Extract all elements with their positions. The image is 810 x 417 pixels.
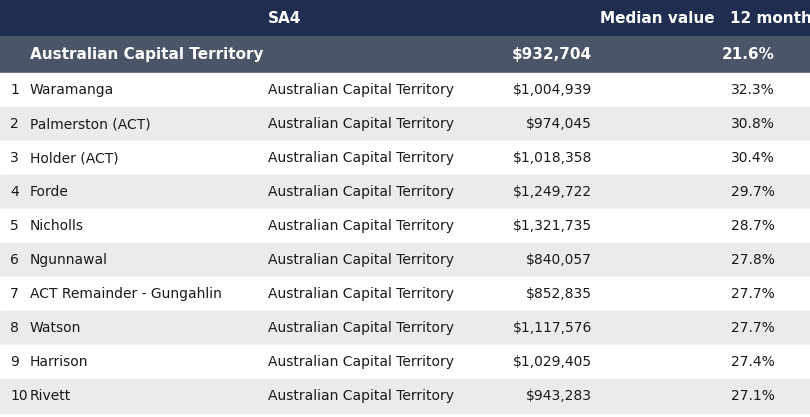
Text: 2: 2 — [10, 117, 19, 131]
Text: 30.8%: 30.8% — [731, 117, 775, 131]
Text: Nicholls: Nicholls — [30, 219, 84, 233]
Text: $943,283: $943,283 — [526, 389, 592, 403]
Text: Rivett: Rivett — [30, 389, 71, 403]
Text: Australian Capital Territory: Australian Capital Territory — [30, 47, 263, 62]
Bar — [0, 141, 810, 175]
Text: Forde: Forde — [30, 185, 69, 199]
Text: Australian Capital Territory: Australian Capital Territory — [268, 253, 454, 267]
Text: 21.6%: 21.6% — [723, 47, 775, 62]
Text: 10: 10 — [10, 389, 28, 403]
Text: $1,117,576: $1,117,576 — [513, 321, 592, 335]
Text: $840,057: $840,057 — [526, 253, 592, 267]
Text: 27.1%: 27.1% — [731, 389, 775, 403]
Text: Australian Capital Territory: Australian Capital Territory — [268, 117, 454, 131]
Text: Australian Capital Territory: Australian Capital Territory — [268, 151, 454, 165]
Bar — [0, 209, 810, 243]
Text: 9: 9 — [10, 355, 19, 369]
Text: ACT Remainder - Gungahlin: ACT Remainder - Gungahlin — [30, 287, 222, 301]
Text: 27.4%: 27.4% — [731, 355, 775, 369]
Text: Australian Capital Territory: Australian Capital Territory — [268, 321, 454, 335]
Text: Australian Capital Territory: Australian Capital Territory — [268, 389, 454, 403]
Text: Waramanga: Waramanga — [30, 83, 114, 97]
Text: Australian Capital Territory: Australian Capital Territory — [268, 219, 454, 233]
Text: 27.8%: 27.8% — [731, 253, 775, 267]
Bar — [0, 73, 810, 107]
Text: SA4: SA4 — [268, 10, 301, 25]
Bar — [0, 379, 810, 413]
Text: $932,704: $932,704 — [512, 47, 592, 62]
Text: 1: 1 — [10, 83, 19, 97]
Text: Palmerston (ACT): Palmerston (ACT) — [30, 117, 151, 131]
Text: $974,045: $974,045 — [526, 117, 592, 131]
Text: 6: 6 — [10, 253, 19, 267]
Text: $1,321,735: $1,321,735 — [513, 219, 592, 233]
Bar — [0, 345, 810, 379]
Text: Australian Capital Territory: Australian Capital Territory — [268, 355, 454, 369]
Bar — [0, 277, 810, 311]
Text: 30.4%: 30.4% — [731, 151, 775, 165]
Text: 27.7%: 27.7% — [731, 287, 775, 301]
Text: 4: 4 — [10, 185, 19, 199]
Text: $1,018,358: $1,018,358 — [513, 151, 592, 165]
Text: $1,029,405: $1,029,405 — [513, 355, 592, 369]
Bar — [0, 311, 810, 345]
Bar — [0, 0, 810, 36]
Text: 8: 8 — [10, 321, 19, 335]
Text: 28.7%: 28.7% — [731, 219, 775, 233]
Text: 32.3%: 32.3% — [731, 83, 775, 97]
Text: 7: 7 — [10, 287, 19, 301]
Text: $852,835: $852,835 — [526, 287, 592, 301]
Bar — [0, 243, 810, 277]
Text: $1,249,722: $1,249,722 — [513, 185, 592, 199]
Text: 29.7%: 29.7% — [731, 185, 775, 199]
Text: 27.7%: 27.7% — [731, 321, 775, 335]
Text: Australian Capital Territory: Australian Capital Territory — [268, 185, 454, 199]
Bar — [0, 175, 810, 209]
Text: $1,004,939: $1,004,939 — [513, 83, 592, 97]
Text: Watson: Watson — [30, 321, 81, 335]
Text: 12 month change: 12 month change — [730, 10, 810, 25]
Bar — [0, 36, 810, 73]
Text: Median value: Median value — [600, 10, 714, 25]
Text: Ngunnawal: Ngunnawal — [30, 253, 108, 267]
Text: Australian Capital Territory: Australian Capital Territory — [268, 83, 454, 97]
Text: 5: 5 — [10, 219, 19, 233]
Text: Harrison: Harrison — [30, 355, 88, 369]
Text: 3: 3 — [10, 151, 19, 165]
Text: Holder (ACT): Holder (ACT) — [30, 151, 118, 165]
Bar — [0, 107, 810, 141]
Text: Australian Capital Territory: Australian Capital Territory — [268, 287, 454, 301]
